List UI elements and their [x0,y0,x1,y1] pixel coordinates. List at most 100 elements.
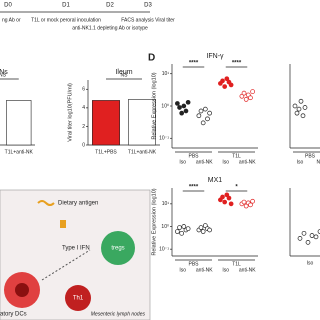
x-tick-label: anti-NK [196,159,213,165]
point [250,89,255,94]
point [313,234,319,240]
point [228,201,234,207]
x-tick-label: Iso [307,260,314,266]
y-tick-label: 10¹ [162,71,170,77]
significance: * [235,185,238,191]
group-label: T1L [232,153,241,159]
point [200,120,206,126]
caption: ng Ab or [2,17,21,23]
point [220,78,225,84]
point [179,230,185,236]
caption: anti-NK1.1 depleting Ab or isotype [72,25,148,31]
point [181,224,187,229]
point [175,229,180,234]
antigen-label: Dietary antigen [58,201,98,207]
point [241,199,247,205]
annotation: NS [0,72,7,78]
point [207,227,212,233]
point [200,229,206,234]
point [207,110,212,116]
group-label: T1L [232,261,241,267]
caption: FACS analysis Viral titer [121,17,175,23]
x-tick-label: anti-NK [239,159,256,165]
x-tick-label: Iso [297,159,304,165]
x-tick-label: T1L+anti-NK [128,149,157,155]
caption: T1L or mock peroral inoculation [31,17,101,23]
th1-cell [65,285,91,311]
point [181,103,187,109]
point [224,76,230,82]
x-tick-label: anti-NK [196,267,213,273]
y-tick-label: 10⁻¹ [159,136,169,142]
bar [6,100,32,146]
y-tick-label: 0 [82,142,85,148]
bar [92,100,120,146]
point [292,103,298,109]
point [179,110,185,116]
y-tick-label: 4 [82,105,85,111]
day: D1 [62,3,70,9]
x-tick-label: T1L+anti-NK [5,149,34,155]
y-tick-label: 2 [82,124,85,130]
point [177,225,182,230]
x-tick-label: Iso [222,159,229,165]
y-tick-label: 10¹ [162,201,170,207]
x-tick-label: anti-NK [239,267,256,273]
chart-title: IFN-γ [206,53,224,60]
point [185,99,191,105]
chart-title: MX1 [208,177,223,184]
point [297,236,303,241]
point [294,110,300,116]
point [202,223,208,228]
day: D2 [106,3,114,9]
x-tick-label: Iso [222,267,229,273]
significance: **** [232,61,242,67]
significance: **** [189,185,199,191]
y-axis-label: Viral titer log10(PFU/ml) [67,83,73,142]
ifn-label: Type I IFN [62,246,90,252]
point [226,195,232,201]
point [224,192,230,198]
day: D0 [4,3,12,9]
th1-label: Th1 [73,296,84,302]
point [198,108,204,114]
antigen [60,220,66,228]
panel-label: D [148,53,155,64]
point [296,106,302,112]
y-tick-label: 6 [82,87,85,93]
group-label: PBS [188,261,199,267]
point [298,98,304,104]
bar [128,99,156,146]
y-axis-label: Relative Expression (log10) [151,72,157,139]
point [309,233,315,238]
x-tick-label: NK [317,159,320,165]
point [305,240,311,245]
point [222,84,228,89]
point [183,108,189,114]
point [196,113,202,119]
point [228,82,234,88]
point [302,105,308,110]
x-tick-label: Iso [179,267,186,273]
y-axis-label: Relative Expression (log10) [151,188,157,255]
point [222,199,228,205]
treg-label: tregs [111,246,124,252]
antigen-icon [37,200,55,206]
point [175,101,180,106]
y-tick-label: 10⁰ [161,224,169,230]
point [220,194,225,200]
dc-label: atory DCs [0,312,27,318]
day: D3 [144,3,152,9]
chart-title: Ileum [115,69,132,76]
chart-title: INs [0,69,8,76]
annotation: NS [121,72,129,78]
significance: **** [189,61,199,67]
point [301,230,307,236]
point [177,105,182,110]
point [205,116,210,122]
point [243,203,249,209]
point [241,90,247,96]
x-tick-label: Iso [179,159,186,165]
treg-cell [101,231,135,265]
y-tick-label: 10⁻¹ [159,247,169,253]
